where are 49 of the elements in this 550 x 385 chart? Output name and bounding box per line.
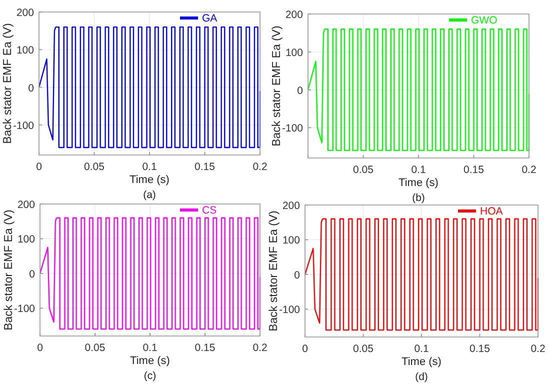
y-tick-label: -100 [278,304,300,316]
y-tick-label: -100 [282,122,304,135]
x-tick-label: 0.15 [194,161,216,173]
y-tick-label: 200 [285,9,304,21]
x-axis-title: Time (s) [402,356,442,368]
y-tick-label: 200 [17,199,36,211]
y-tick-label: 100 [16,44,34,57]
x-tick-label: 0.05 [84,342,106,354]
y-tick-label: 0 [297,84,304,97]
x-tick-label: 0.05 [353,343,374,355]
legend-label: GWO [471,14,498,26]
y-tick-label: 100 [17,234,36,246]
y-tick-label: 0 [28,82,34,94]
text: (d) [415,371,428,383]
x-tick-label: 0.15 [194,342,216,354]
legend-label: CS [202,204,217,216]
y-tick-label: -100 [12,120,34,132]
y-tick-label: 200 [16,7,34,19]
x-tick-label: 0.2 [252,161,268,173]
y-axis-title: Back stator EMF Ea (V) [271,25,283,146]
y-axis-title: Back stator EMF Ea (V) [268,210,280,332]
x-tick-label: 0.1 [142,342,158,354]
x-tick-label: 0.05 [353,164,374,176]
y-tick-label: -100 [14,303,36,316]
text: (b) [412,192,425,204]
x-tick-label: 0.2 [530,343,546,355]
x-axis-title: Time (s) [130,355,170,367]
x-tick-label: 0.1 [411,164,426,176]
x-tick-label: 0.1 [414,343,429,355]
x-axis-title: Time (s) [398,177,438,189]
y-tick-label: 0 [29,268,36,280]
text: (a) [143,189,156,201]
y-tick-label: 200 [282,200,300,212]
y-axis-title: Back stator EMF Ea (V) [2,22,14,144]
x-tick-label: 0.2 [522,164,536,176]
x-axis-title: Time (s) [130,174,170,186]
text: (c) [144,370,156,382]
y-axis-title: Back stator EMF Ea (V) [3,209,15,330]
x-tick-label: 0.2 [252,342,268,354]
x-tick-label: 0.15 [464,164,484,176]
x-tick-label: 0.15 [470,343,490,355]
y-tick-label: 0 [294,269,300,282]
y-tick-label: 100 [282,234,300,247]
x-tick-label: 0.1 [142,161,157,173]
legend-label: HOA [480,206,503,218]
x-tick-label: 0.05 [84,161,105,173]
y-tick-label: 100 [285,46,304,59]
legend-label: GA [202,12,218,24]
x-tick-label: 0 [37,342,44,354]
